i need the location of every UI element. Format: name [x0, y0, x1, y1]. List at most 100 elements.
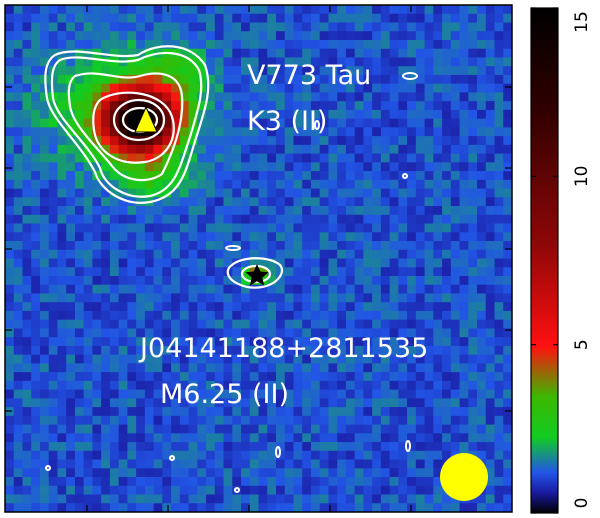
map-pixel	[485, 118, 495, 128]
map-pixel	[398, 118, 408, 128]
map-pixel	[398, 345, 408, 356]
map-pixel	[267, 450, 277, 460]
map-pixel	[310, 258, 321, 268]
map-pixel	[354, 66, 364, 76]
map-pixel	[197, 503, 207, 512]
map-pixel	[503, 345, 512, 356]
map-pixel	[319, 354, 329, 364]
map-pixel	[162, 258, 172, 268]
map-pixel	[345, 389, 356, 399]
map-pixel	[136, 354, 146, 364]
map-pixel	[249, 74, 259, 85]
map-pixel	[162, 57, 172, 67]
map-pixel	[372, 31, 382, 41]
map-pixel	[31, 144, 41, 154]
map-pixel	[345, 118, 356, 128]
map-pixel	[372, 319, 382, 329]
map-pixel	[136, 372, 146, 382]
map-pixel	[485, 284, 495, 294]
map-pixel	[249, 162, 259, 172]
map-pixel	[48, 153, 58, 163]
map-pixel	[74, 5, 85, 15]
map-pixel	[13, 398, 23, 408]
map-pixel	[232, 118, 242, 128]
map-pixel	[92, 13, 102, 23]
map-pixel	[214, 92, 224, 102]
map-pixel	[450, 328, 460, 338]
map-pixel	[337, 372, 347, 382]
map-pixel	[197, 477, 207, 487]
map-pixel	[275, 241, 286, 251]
map-pixel	[188, 389, 198, 399]
map-pixel	[22, 293, 32, 303]
map-pixel	[48, 197, 58, 207]
map-pixel	[179, 407, 189, 417]
map-pixel	[179, 424, 189, 434]
map-pixel	[468, 13, 478, 23]
map-pixel	[407, 197, 417, 207]
map-pixel	[197, 319, 207, 329]
map-pixel	[197, 284, 207, 294]
map-pixel	[415, 171, 425, 181]
map-pixel	[450, 284, 460, 294]
map-pixel	[5, 468, 15, 478]
map-pixel	[328, 101, 338, 111]
beam-ellipse	[440, 453, 488, 501]
map-pixel	[162, 267, 172, 277]
map-pixel	[92, 415, 102, 425]
map-pixel	[372, 101, 382, 111]
map-pixel	[39, 22, 50, 32]
map-pixel	[22, 302, 32, 312]
map-pixel	[302, 153, 312, 163]
map-pixel	[39, 197, 50, 207]
map-pixel	[31, 249, 41, 259]
map-pixel	[372, 354, 382, 364]
map-pixel	[389, 232, 399, 242]
map-pixel	[267, 398, 277, 408]
map-pixel	[424, 13, 434, 23]
map-pixel	[372, 83, 382, 93]
map-pixel	[503, 380, 512, 391]
map-pixel	[13, 372, 23, 382]
map-pixel	[162, 153, 172, 163]
map-pixel	[31, 127, 41, 137]
map-pixel	[477, 363, 487, 373]
map-pixel	[258, 22, 268, 32]
map-pixel	[328, 442, 338, 452]
map-pixel	[267, 424, 277, 434]
map-pixel	[363, 380, 373, 391]
map-pixel	[459, 118, 469, 128]
map-pixel	[345, 232, 356, 242]
map-pixel	[144, 494, 154, 504]
map-pixel	[284, 127, 294, 137]
map-pixel	[310, 144, 321, 154]
map-pixel	[267, 494, 277, 504]
map-pixel	[39, 188, 50, 198]
map-pixel	[206, 39, 216, 50]
map-pixel	[337, 407, 347, 417]
map-pixel	[258, 13, 268, 23]
map-pixel	[57, 74, 67, 85]
map-pixel	[241, 398, 251, 408]
map-pixel	[293, 48, 303, 58]
map-pixel	[302, 433, 312, 443]
map-pixel	[398, 363, 408, 373]
map-pixel	[74, 118, 85, 128]
map-pixel	[485, 442, 495, 452]
map-ticks	[5, 5, 512, 512]
map-pixel	[302, 31, 312, 41]
map-pixel	[407, 398, 417, 408]
map-pixel	[293, 22, 303, 32]
map-pixel	[249, 363, 259, 373]
map-pixel	[153, 144, 163, 154]
map-pixel	[162, 74, 172, 85]
map-pixel	[363, 118, 373, 128]
map-pixel	[232, 293, 242, 303]
map-pixel	[13, 197, 23, 207]
map-pixel	[118, 337, 128, 347]
map-pixel	[13, 109, 23, 120]
map-pixel	[345, 5, 356, 15]
map-pixel	[267, 284, 277, 294]
map-pixel	[31, 109, 41, 120]
map-pixel	[433, 424, 443, 434]
